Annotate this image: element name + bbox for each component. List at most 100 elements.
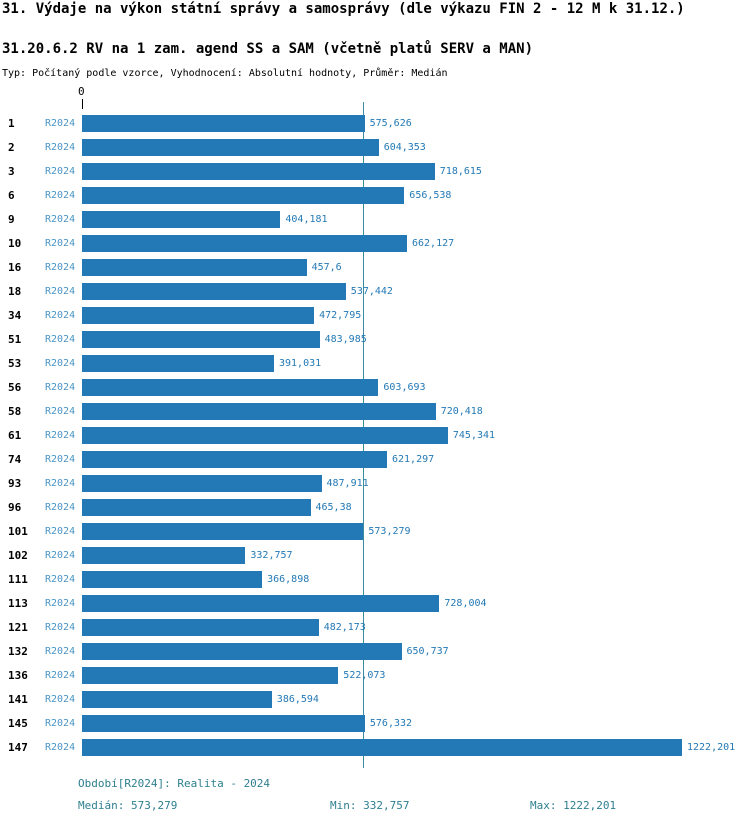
chart-row: 145 R2024 576,332 <box>8 711 750 735</box>
row-number: 101 <box>8 524 28 538</box>
chart-row: 10 R2024 662,127 <box>8 231 750 255</box>
bar-area: 604,353 <box>82 138 750 156</box>
bar <box>82 738 682 756</box>
chart-row: 53 R2024 391,031 <box>8 351 750 375</box>
max-stat: Max: 1222,201 <box>530 799 617 812</box>
bar-area: 650,737 <box>82 642 750 660</box>
chart-row: 18 R2024 537,442 <box>8 279 750 303</box>
row-series-label: R2024 <box>45 501 76 513</box>
row-number: 61 <box>8 428 22 442</box>
bar <box>82 210 281 228</box>
chart-row: 58 R2024 720,418 <box>8 399 750 423</box>
bar-area: 537,442 <box>82 282 750 300</box>
bar <box>82 354 274 372</box>
chart-row: 141 R2024 386,594 <box>8 687 750 711</box>
row-series-label: R2024 <box>45 405 76 417</box>
bar-area: 465,38 <box>82 498 750 516</box>
bar-value: 404,181 <box>285 213 328 225</box>
min-stat: Min: 332,757 <box>330 799 410 812</box>
bar-area: 332,757 <box>82 546 750 564</box>
row-series-label: R2024 <box>45 285 76 297</box>
bar-value: 482,173 <box>323 621 366 633</box>
bar <box>82 690 272 708</box>
period-line: Období[R2024]: Realita - 2024 <box>78 777 271 790</box>
bar-value: 1222,201 <box>687 741 736 753</box>
bar <box>82 138 379 156</box>
bar-area: 386,594 <box>82 690 750 708</box>
bar <box>82 402 436 420</box>
bar-area: 1222,201 <box>82 738 750 756</box>
bar-area: 482,173 <box>82 618 750 636</box>
row-number: 132 <box>8 644 28 658</box>
bar-value: 573,279 <box>368 525 411 537</box>
bar <box>82 450 387 468</box>
chart-row: 136 R2024 522,073 <box>8 663 750 687</box>
row-series-label: R2024 <box>45 357 76 369</box>
row-number: 147 <box>8 740 28 754</box>
bar-area: 457,6 <box>82 258 750 276</box>
row-number: 18 <box>8 284 22 298</box>
row-number: 51 <box>8 332 22 346</box>
bar <box>82 258 307 276</box>
row-series-label: R2024 <box>45 309 76 321</box>
row-series-label: R2024 <box>45 669 76 681</box>
row-series-label: R2024 <box>45 549 76 561</box>
bar <box>82 306 315 324</box>
bar <box>82 594 440 612</box>
bar <box>82 330 320 348</box>
axis-zero-label: 0 <box>78 85 85 98</box>
row-number: 96 <box>8 500 22 514</box>
row-series-label: R2024 <box>45 237 76 249</box>
row-series-label: R2024 <box>45 213 76 225</box>
row-series-label: R2024 <box>45 597 76 609</box>
chart-row: 147 R2024 1222,201 <box>8 735 750 759</box>
chart-rows: 1 R2024 575,626 2 R2024 604,353 3 R2024 718,615 6… <box>8 111 750 759</box>
bar-area: 745,341 <box>82 426 750 444</box>
bar <box>82 522 364 540</box>
bar <box>82 186 405 204</box>
bar-area: 573,279 <box>82 522 750 540</box>
chart-row: 111 R2024 366,898 <box>8 567 750 591</box>
bar-value: 465,38 <box>315 501 352 513</box>
bar-value: 650,737 <box>406 645 449 657</box>
chart-row: 102 R2024 332,757 <box>8 543 750 567</box>
row-number: 93 <box>8 476 22 490</box>
bar-value: 621,297 <box>392 453 435 465</box>
bar-value: 386,594 <box>276 693 319 705</box>
chart-row: 56 R2024 603,693 <box>8 375 750 399</box>
chart-row: 74 R2024 621,297 <box>8 447 750 471</box>
chart-row: 1 R2024 575,626 <box>8 111 750 135</box>
bar-area: 366,898 <box>82 570 750 588</box>
bar <box>82 162 435 180</box>
bar-value: 662,127 <box>412 237 455 249</box>
bar-area: 621,297 <box>82 450 750 468</box>
row-series-label: R2024 <box>45 381 76 393</box>
chart-row: 9 R2024 404,181 <box>8 207 750 231</box>
row-number: 56 <box>8 380 22 394</box>
row-series-label: R2024 <box>45 165 76 177</box>
bar-area: 656,538 <box>82 186 750 204</box>
row-number: 136 <box>8 668 28 682</box>
row-series-label: R2024 <box>45 741 76 753</box>
row-series-label: R2024 <box>45 333 76 345</box>
row-number: 9 <box>8 212 15 226</box>
bar <box>82 714 365 732</box>
bar-area: 391,031 <box>82 354 750 372</box>
chart-row: 101 R2024 573,279 <box>8 519 750 543</box>
chart-row: 16 R2024 457,6 <box>8 255 750 279</box>
row-number: 6 <box>8 188 15 202</box>
axis-tick <box>82 99 83 109</box>
median-stat: Medián: 573,279 <box>78 799 178 812</box>
row-series-label: R2024 <box>45 189 76 201</box>
row-series-label: R2024 <box>45 525 76 537</box>
bar-value: 472,795 <box>319 309 362 321</box>
bar-area: 720,418 <box>82 402 750 420</box>
chart-row: 34 R2024 472,795 <box>8 303 750 327</box>
row-number: 1 <box>8 116 15 130</box>
bar-value: 604,353 <box>383 141 426 153</box>
bar <box>82 546 246 564</box>
bar-area: 603,693 <box>82 378 750 396</box>
chart-row: 93 R2024 487,911 <box>8 471 750 495</box>
type-line: Typ: Počítaný podle vzorce, Vyhodnocení:… <box>2 68 448 79</box>
